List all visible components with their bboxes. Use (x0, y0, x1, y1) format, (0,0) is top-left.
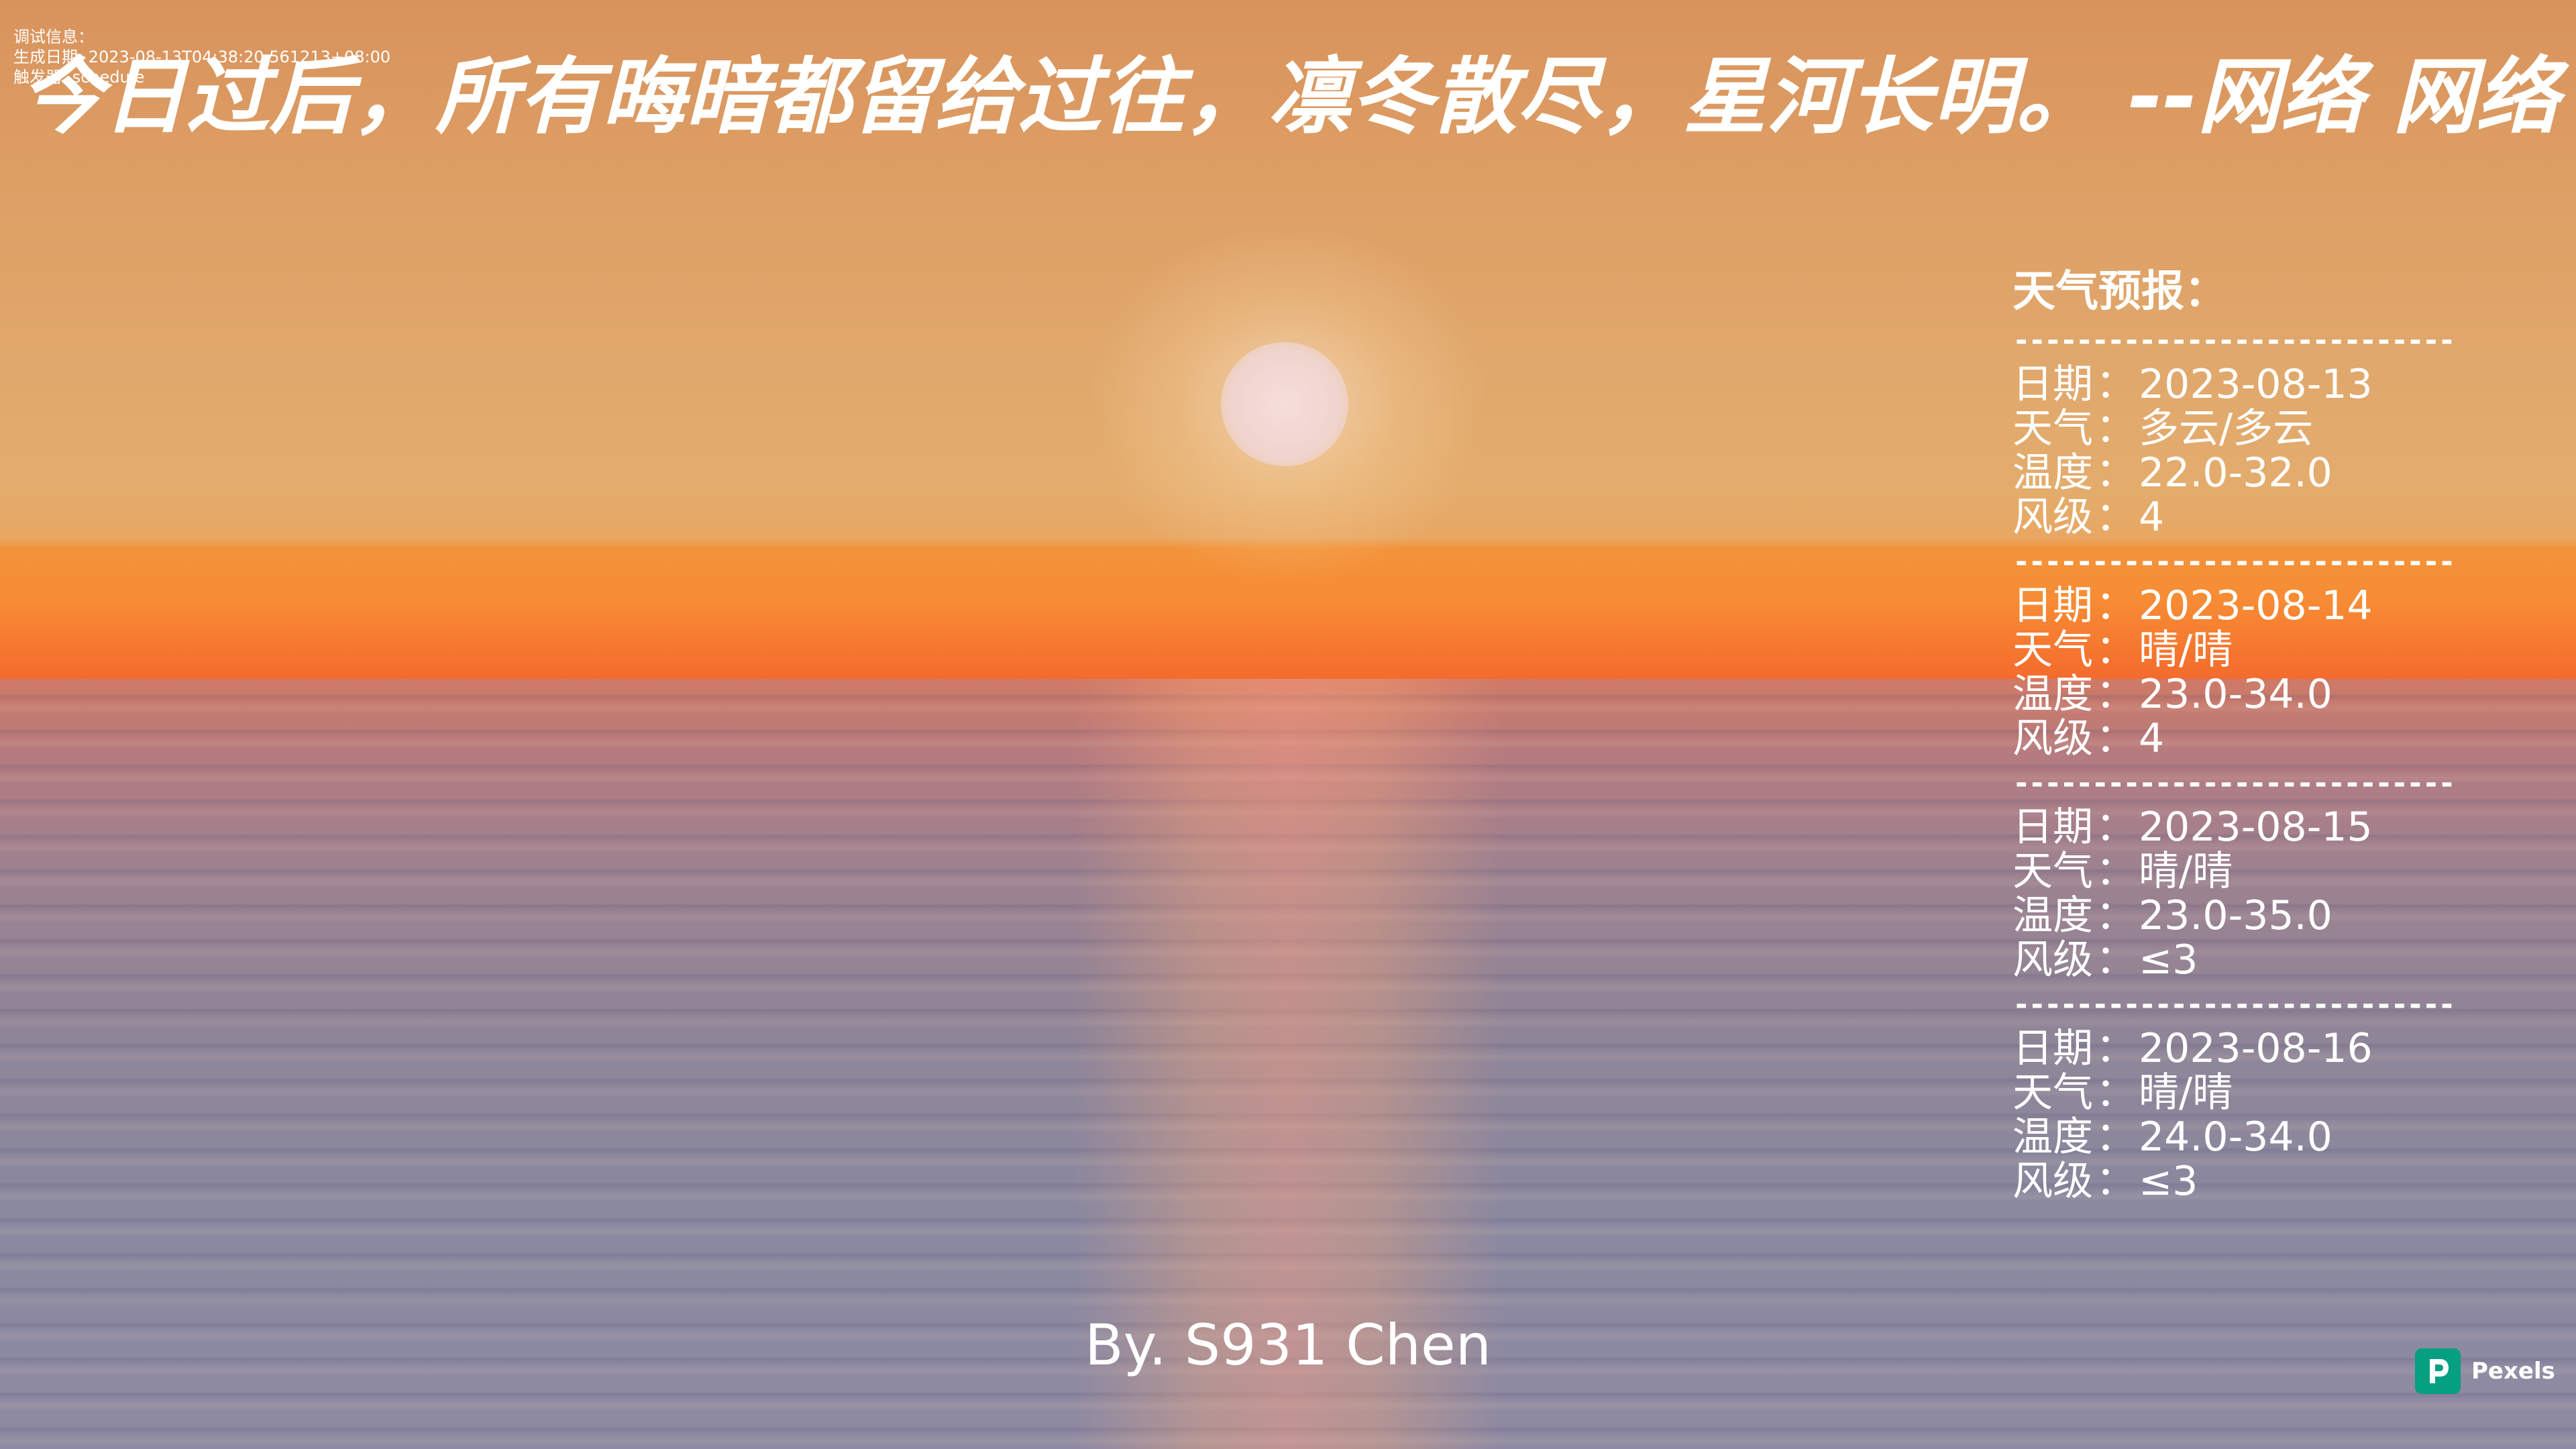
label-separator: ： (2096, 494, 2136, 541)
daily-quote: 今日过后，所有晦暗都留给过往，凛冬散尽，星河长明。 --网络 网络 (19, 49, 2559, 146)
label-wind: 风级 (2012, 494, 2093, 541)
divider: ---------------------------- (2012, 323, 2456, 358)
label-temp: 温度 (2012, 1114, 2093, 1161)
label-separator: ： (2096, 892, 2136, 939)
forecast-wind-row: 风级：4 (2012, 716, 2454, 761)
label-separator: ： (2096, 936, 2136, 983)
label-date: 日期 (2012, 1025, 2093, 1072)
label-separator: ： (2096, 627, 2136, 674)
forecast-weather: 晴/晴 (2139, 627, 2233, 674)
forecast-wind-row: 风级：4 (2012, 495, 2454, 539)
debug-generated-date: 生成日期: 2023-08-13T04:38:20.561213+08:00 (13, 48, 391, 66)
forecast-weather-row: 天气：晴/晴 (2012, 1071, 2454, 1115)
sea (0, 679, 2576, 1449)
label-weather: 天气 (2012, 405, 2093, 452)
forecast-day: 日期：2023-08-14 天气：晴/晴 温度：23.0-34.0 风级：4 (2012, 581, 2454, 765)
sun-reflection (1073, 679, 1503, 1449)
weather-forecast-panel: 天气预报： ---------------------------- 日期：20… (2012, 262, 2456, 1208)
label-separator: ： (2096, 1114, 2136, 1161)
forecast-date-row: 日期：2023-08-14 (2012, 584, 2454, 628)
debug-title: 调试信息： (13, 28, 94, 46)
pexels-p-icon (2430, 1359, 2449, 1383)
label-wind: 风级 (2012, 1158, 2093, 1205)
label-temp: 温度 (2012, 671, 2093, 718)
divider: ---------------------------- (2012, 545, 2456, 579)
label-weather: 天气 (2012, 627, 2093, 674)
label-date: 日期 (2012, 361, 2093, 408)
forecast-day: 日期：2023-08-13 天气：多云/多云 温度：22.0-32.0 风级：4 (2012, 360, 2454, 543)
forecast-temp-row: 温度：22.0-32.0 (2012, 451, 2454, 495)
forecast-temp: 24.0-34.0 (2139, 1114, 2332, 1161)
label-wind: 风级 (2012, 936, 2093, 983)
forecast-weather-row: 天气：晴/晴 (2012, 628, 2454, 672)
forecast-date: 2023-08-13 (2139, 361, 2373, 408)
label-separator: ： (2096, 715, 2136, 762)
forecast-date-row: 日期：2023-08-13 (2012, 362, 2454, 407)
forecast-date: 2023-08-15 (2139, 804, 2373, 851)
forecast-wind: 4 (2139, 494, 2165, 541)
sun (1221, 342, 1348, 466)
pexels-logo-icon (2415, 1348, 2461, 1394)
label-wind: 风级 (2012, 715, 2093, 762)
sea-ripples (0, 679, 2576, 1449)
forecast-temp-row: 温度：23.0-35.0 (2012, 894, 2454, 938)
label-temp: 温度 (2012, 449, 2093, 496)
label-date: 日期 (2012, 804, 2093, 851)
label-separator: ： (2096, 848, 2136, 895)
label-separator: ： (2096, 405, 2136, 452)
pexels-label: Pexels (2471, 1358, 2555, 1385)
forecast-weather: 晴/晴 (2139, 848, 2233, 895)
debug-info: 调试信息： 生成日期: 2023-08-13T04:38:20.561213+0… (13, 27, 390, 87)
author-byline: By. S931 Chen (1085, 1312, 1491, 1378)
forecast-day: 日期：2023-08-16 天气：晴/晴 温度：24.0-34.0 风级：≤3 (2012, 1024, 2454, 1208)
forecast-weather-row: 天气：晴/晴 (2012, 849, 2454, 894)
label-temp: 温度 (2012, 892, 2093, 939)
forecast-date-row: 日期：2023-08-15 (2012, 805, 2454, 849)
forecast-date: 2023-08-14 (2139, 582, 2373, 629)
forecast-temp-row: 温度：24.0-34.0 (2012, 1115, 2454, 1159)
forecast-temp-row: 温度：23.0-34.0 (2012, 672, 2454, 716)
forecast-wind-row: 风级：≤3 (2012, 1159, 2454, 1203)
forecast-weather: 晴/晴 (2139, 1069, 2233, 1116)
forecast-wind: ≤3 (2139, 1158, 2198, 1205)
forecast-wind: 4 (2139, 715, 2165, 762)
forecast-date-row: 日期：2023-08-16 (2012, 1026, 2454, 1071)
forecast-weather: 多云/多云 (2139, 405, 2314, 452)
label-separator: ： (2096, 582, 2136, 629)
label-date: 日期 (2012, 582, 2093, 629)
forecast-wind-row: 风级：≤3 (2012, 938, 2454, 982)
label-separator: ： (2096, 1069, 2136, 1116)
label-separator: ： (2096, 361, 2136, 408)
forecast-wind: ≤3 (2139, 936, 2198, 983)
divider: ---------------------------- (2012, 987, 2456, 1022)
label-weather: 天气 (2012, 848, 2093, 895)
forecast-temp: 23.0-34.0 (2139, 671, 2332, 718)
forecast-date: 2023-08-16 (2139, 1025, 2373, 1072)
forecast-day: 日期：2023-08-15 天气：晴/晴 温度：23.0-35.0 风级：≤3 (2012, 802, 2454, 986)
weather-heading: 天气预报： (2012, 267, 2227, 317)
forecast-temp: 23.0-35.0 (2139, 892, 2332, 939)
label-separator: ： (2096, 1158, 2136, 1205)
label-separator: ： (2096, 1025, 2136, 1072)
forecast-weather-row: 天气：多云/多云 (2012, 407, 2454, 451)
forecast-temp: 22.0-32.0 (2139, 449, 2332, 496)
pexels-watermark[interactable]: Pexels (2415, 1348, 2555, 1394)
divider: ---------------------------- (2012, 766, 2456, 800)
label-weather: 天气 (2012, 1069, 2093, 1116)
debug-trigger: 触发器: schedule (13, 68, 145, 87)
label-separator: ： (2096, 671, 2136, 718)
label-separator: ： (2096, 449, 2136, 496)
label-separator: ： (2096, 804, 2136, 851)
